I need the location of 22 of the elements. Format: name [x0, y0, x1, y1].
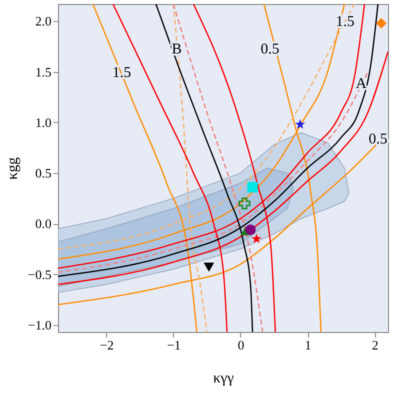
y-tick-label: −0.5	[28, 266, 52, 282]
x-tick-label: −2	[100, 338, 114, 352]
y-tick-label: 0.0	[35, 216, 52, 232]
point	[295, 119, 306, 129]
point	[204, 262, 214, 272]
x-tick-label: −1	[166, 338, 181, 352]
y-tick-label: 2.0	[35, 14, 52, 29]
x-tick-label: 2	[372, 338, 378, 352]
x-tick-label: 1	[304, 338, 312, 352]
point	[252, 234, 262, 244]
point	[247, 182, 258, 192]
point	[238, 197, 250, 210]
point	[376, 18, 387, 28]
y-tick-label: 1.5	[35, 64, 52, 80]
annotation: A	[356, 76, 367, 92]
y-axis-title: κgg	[4, 156, 21, 180]
y-tick-label: −1.0	[28, 317, 52, 332]
x-axis-title: κγγ	[213, 370, 234, 386]
x-tick-label: 0	[238, 338, 244, 352]
point	[245, 224, 256, 235]
y-tick-label: 0.5	[35, 166, 52, 181]
y-tick-label: 1.0	[35, 114, 52, 130]
